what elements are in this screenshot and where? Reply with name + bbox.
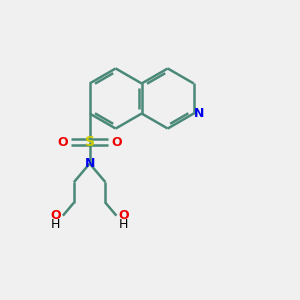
Text: H: H	[51, 218, 60, 231]
Text: N: N	[194, 107, 204, 120]
Text: N: N	[85, 157, 95, 170]
Text: O: O	[57, 136, 68, 148]
Text: O: O	[112, 136, 122, 148]
Text: O: O	[118, 209, 129, 222]
Text: S: S	[85, 135, 94, 149]
Text: O: O	[50, 209, 61, 222]
Text: H: H	[119, 218, 128, 231]
